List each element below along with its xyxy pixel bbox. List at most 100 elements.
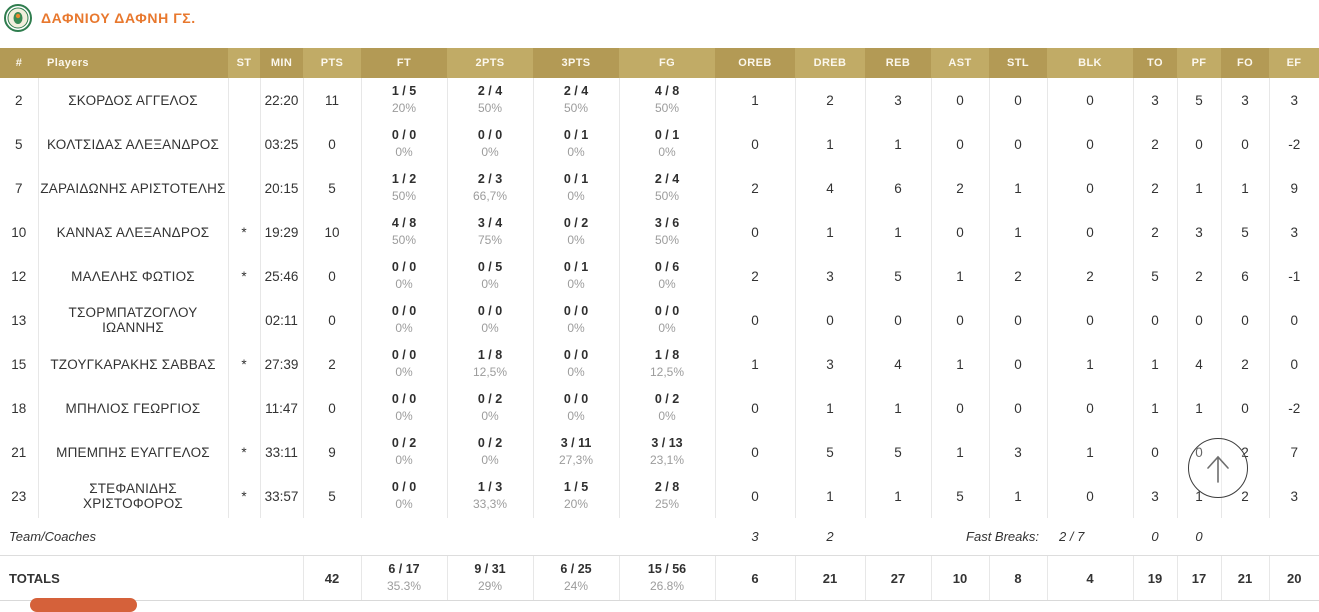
player-row: 10 ΚΑΝΝΑΣ ΑΛΕΞΑΝΔΡΟΣ * 19:29 10 4 / 8 50% 3 / 4…: [0, 210, 1319, 254]
cell-3pts: 0 / 1 0%: [532, 254, 619, 298]
col-header-st: ST: [228, 48, 260, 78]
cell-ft: 0 / 0 0%: [360, 122, 447, 166]
cell-3pts: 0 / 0 0%: [532, 342, 619, 386]
cell-starter: *: [227, 430, 260, 474]
cell-stl: 0: [988, 386, 1047, 430]
cell-to: 1: [1132, 386, 1177, 430]
cell-pf: 1: [1176, 386, 1221, 430]
cell-min: 22:20: [259, 78, 303, 122]
cell-oreb: 0: [714, 122, 795, 166]
col-header-dreb: DREB: [795, 48, 865, 78]
cell-pf: 0: [1176, 122, 1221, 166]
cell-number: 10: [0, 210, 38, 254]
scroll-to-top-button[interactable]: [1188, 438, 1248, 498]
cell-to: 0: [1132, 430, 1177, 474]
cell-reb: 1: [864, 474, 931, 518]
team-to: 0: [1133, 518, 1177, 556]
totals-reb: 27: [864, 555, 931, 601]
fast-breaks-value: 2 / 7: [1047, 518, 1133, 556]
cell-dreb: 3: [794, 342, 865, 386]
cell-blk: 0: [1046, 386, 1133, 430]
col-header-2pts: 2PTS: [447, 48, 533, 78]
cell-ast: 0: [930, 298, 989, 342]
cell-fg: 2 / 4 50%: [618, 166, 715, 210]
team-crest-icon: [4, 4, 32, 32]
team-name: ΔΑΦΝΙΟΥ ΔΑΦΝΗ ΓΣ.: [41, 10, 196, 26]
totals-ft: 6 / 17 35.3%: [360, 555, 447, 601]
cell-fg: 3 / 13 23,1%: [618, 430, 715, 474]
cell-reb: 4: [864, 342, 931, 386]
cell-pts: 9: [302, 430, 361, 474]
cell-ft: 0 / 2 0%: [360, 430, 447, 474]
arrow-up-icon: [1196, 446, 1240, 490]
col-header-min: MIN: [260, 48, 303, 78]
cell-min: 27:39: [259, 342, 303, 386]
col-header-ft: FT: [361, 48, 447, 78]
cell-ast: 0: [930, 78, 989, 122]
cell-ef: -2: [1268, 122, 1319, 166]
cell-ast: 0: [930, 210, 989, 254]
cell-player-name: ΜΠΗΛΙΟΣ ΓΕΩΡΓΙΟΣ: [37, 386, 228, 430]
cell-2pts: 2 / 4 50%: [446, 78, 533, 122]
cell-number: 12: [0, 254, 38, 298]
cell-fg: 4 / 8 50%: [618, 78, 715, 122]
col-header-reb: REB: [865, 48, 931, 78]
cell-oreb: 0: [714, 430, 795, 474]
cell-pts: 0: [302, 386, 361, 430]
totals-3pts: 6 / 25 24%: [532, 555, 619, 601]
cell-blk: 0: [1046, 210, 1133, 254]
cell-ast: 1: [930, 430, 989, 474]
cell-fo: 0: [1220, 298, 1269, 342]
totals-blk: 4: [1046, 555, 1133, 601]
col-header-fg: FG: [619, 48, 715, 78]
totals-ef: 20: [1268, 555, 1319, 601]
bottom-action-button[interactable]: [30, 598, 137, 612]
cell-fg: 0 / 0 0%: [618, 298, 715, 342]
cell-min: 03:25: [259, 122, 303, 166]
team-oreb: 3: [715, 518, 795, 556]
cell-player-name: ΜΑΛΕΛΗΣ ΦΩΤΙΟΣ: [37, 254, 228, 298]
box-score-table: # Players ST MIN PTS FT 2PTS 3PTS FG OREB DREB REB A…: [0, 48, 1319, 601]
cell-pts: 10: [302, 210, 361, 254]
cell-ft: 1 / 5 20%: [360, 78, 447, 122]
cell-min: 11:47: [259, 386, 303, 430]
cell-number: 15: [0, 342, 38, 386]
cell-fg: 0 / 6 0%: [618, 254, 715, 298]
cell-min: 25:46: [259, 254, 303, 298]
cell-pts: 0: [302, 122, 361, 166]
cell-blk: 0: [1046, 298, 1133, 342]
col-header-pts: PTS: [303, 48, 361, 78]
cell-reb: 5: [864, 254, 931, 298]
cell-ef: 3: [1268, 474, 1319, 518]
col-header-players: Players: [38, 48, 228, 78]
col-header-: #: [0, 48, 38, 78]
cell-number: 18: [0, 386, 38, 430]
cell-dreb: 3: [794, 254, 865, 298]
cell-dreb: 5: [794, 430, 865, 474]
cell-ft: 0 / 0 0%: [360, 386, 447, 430]
cell-min: 20:15: [259, 166, 303, 210]
cell-2pts: 1 / 3 33,3%: [446, 474, 533, 518]
team-fo: [1221, 518, 1269, 556]
cell-ft: 0 / 0 0%: [360, 254, 447, 298]
cell-fg: 2 / 8 25%: [618, 474, 715, 518]
cell-oreb: 0: [714, 210, 795, 254]
cell-starter: [227, 298, 260, 342]
cell-ef: 0: [1268, 298, 1319, 342]
cell-min: 33:57: [259, 474, 303, 518]
cell-3pts: 0 / 0 0%: [532, 386, 619, 430]
cell-reb: 0: [864, 298, 931, 342]
cell-min: 02:11: [259, 298, 303, 342]
cell-starter: *: [227, 342, 260, 386]
cell-pf: 1: [1176, 166, 1221, 210]
cell-min: 33:11: [259, 430, 303, 474]
cell-fg: 0 / 1 0%: [618, 122, 715, 166]
cell-blk: 2: [1046, 254, 1133, 298]
cell-ft: 0 / 0 0%: [360, 298, 447, 342]
totals-stl: 8: [988, 555, 1047, 601]
cell-3pts: 3 / 11 27,3%: [532, 430, 619, 474]
cell-oreb: 1: [714, 342, 795, 386]
cell-number: 2: [0, 78, 38, 122]
totals-label: TOTALS: [0, 555, 303, 601]
